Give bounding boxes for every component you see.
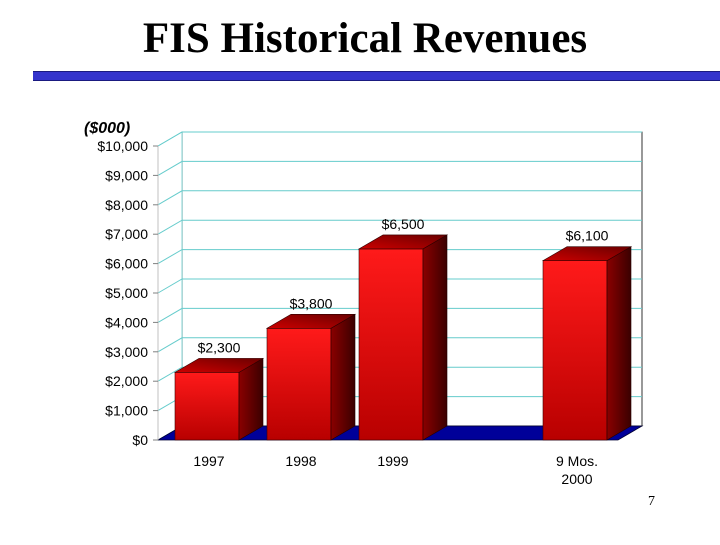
y-tick-label: $10,000: [97, 138, 148, 154]
x-tick-label: 9 Mos.: [556, 453, 598, 469]
data-label: $3,800: [290, 295, 333, 311]
y-tick-label: $4,000: [105, 314, 148, 330]
bar: [174, 372, 240, 441]
title-rule: [33, 71, 720, 81]
gridline: [157, 190, 642, 206]
bar-side: [606, 246, 632, 441]
gridline: [157, 307, 642, 323]
bar: [542, 260, 608, 441]
gridline: [157, 337, 642, 353]
x-tick-label: 2000: [561, 471, 592, 487]
y-tick-label: $1,000: [105, 403, 148, 419]
y-tick-label: $3,000: [105, 344, 148, 360]
data-label: $6,100: [566, 228, 609, 244]
y-tick-label: $7,000: [105, 226, 148, 242]
slide-title: FIS Historical Revenues: [142, 15, 588, 62]
bar-top: [173, 358, 265, 373]
bar: [358, 248, 424, 441]
y-tick-label: $6,000: [105, 256, 148, 272]
y-tick-label: $8,000: [105, 197, 148, 213]
y-tick-label: $2,000: [105, 373, 148, 389]
y-tick-label: $0: [132, 432, 148, 448]
gridline: [157, 131, 642, 147]
y-tick-label: $5,000: [105, 285, 148, 301]
bar-side: [422, 234, 448, 441]
x-tick-label: 1997: [193, 453, 224, 469]
bar-top: [265, 313, 357, 329]
bar: [266, 327, 332, 441]
y-tick-label: $9,000: [105, 167, 148, 183]
x-tick-label: 1999: [377, 453, 408, 469]
gridline: [157, 249, 642, 265]
bar-top: [357, 234, 449, 250]
gridline: [157, 366, 642, 382]
gridline: [157, 278, 642, 294]
x-tick-label: 1998: [285, 453, 316, 469]
data-label: $6,500: [382, 216, 425, 232]
data-label: $2,300: [198, 339, 241, 355]
gridline: [157, 160, 642, 176]
gridline: [157, 219, 642, 235]
bar-side: [330, 313, 356, 441]
unit-label: ($000): [84, 120, 130, 137]
bar-top: [541, 246, 633, 261]
page-number: 7: [648, 494, 655, 509]
